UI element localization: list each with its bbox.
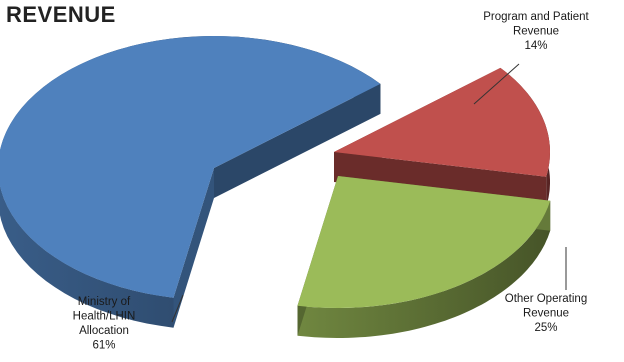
slice-label-line: Revenue xyxy=(513,26,559,38)
slice-label-line: Revenue xyxy=(523,308,569,320)
leader-line xyxy=(473,63,520,105)
slice-label-line: Allocation xyxy=(79,325,129,337)
pie-slice-ministry-allocation xyxy=(0,36,381,328)
pie-slice-program-patient-revenue xyxy=(334,67,550,207)
pie-slice-top xyxy=(334,67,550,177)
slice-label-line: Ministry of xyxy=(78,296,131,308)
slice-label-line: 14% xyxy=(524,40,547,52)
pie-slice-top xyxy=(0,36,381,298)
slice-label: Other Operating Revenue 25% xyxy=(505,293,587,334)
slice-label: Program and Patient Revenue 14% xyxy=(483,11,589,52)
leader-line xyxy=(171,294,184,323)
pie-slice-radial-wall xyxy=(334,152,547,207)
pie-slice-other-operating-revenue xyxy=(297,176,551,338)
pie-slice-side-wall xyxy=(297,200,551,338)
slice-label-line: Program and Patient xyxy=(483,11,589,23)
slice-label-line: 61% xyxy=(92,340,115,352)
pie-slice-radial-wall xyxy=(173,168,214,328)
slice-label-line: Other Operating xyxy=(505,293,587,305)
pie-slice-top xyxy=(297,176,551,309)
slice-label: Ministry of Health/LHIN Allocation 61% xyxy=(73,296,136,352)
chart-title: REVENUE xyxy=(6,2,116,27)
slice-label-line: 25% xyxy=(534,322,557,334)
pie-slice-radial-wall xyxy=(214,83,381,198)
slice-label-line: Health/LHIN xyxy=(73,311,136,323)
